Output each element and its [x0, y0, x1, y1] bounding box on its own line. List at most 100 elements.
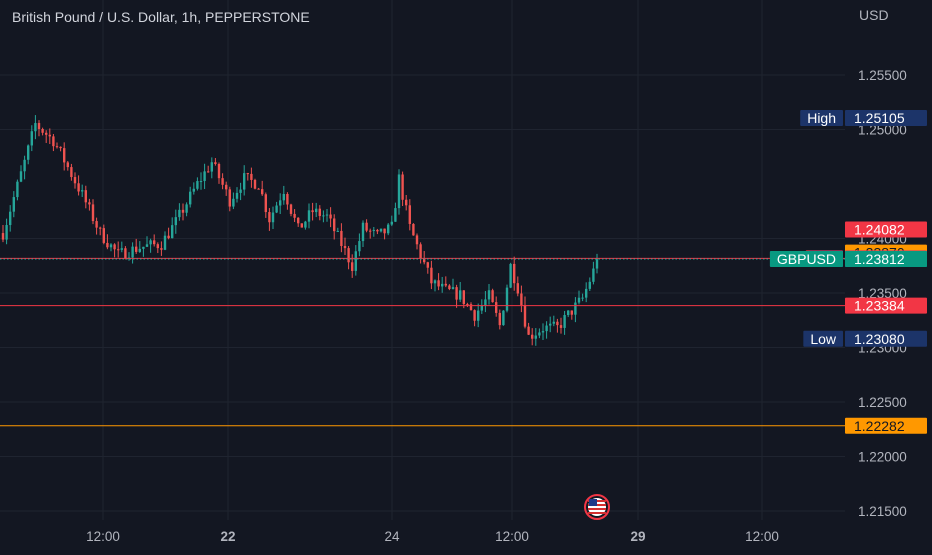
candle-body[interactable] [181, 209, 185, 213]
candle-body[interactable] [383, 228, 386, 234]
candle-body[interactable] [563, 315, 566, 328]
candle-body[interactable] [156, 244, 159, 249]
candle-body[interactable] [228, 189, 231, 207]
candle-body[interactable] [282, 193, 285, 201]
candle-body[interactable] [462, 290, 465, 305]
candle-body[interactable] [426, 262, 429, 268]
candle-body[interactable] [495, 302, 498, 313]
candle-body[interactable] [358, 241, 361, 252]
candle-body[interactable] [149, 240, 152, 245]
candle-body[interactable] [509, 263, 512, 288]
candle-body[interactable] [419, 244, 422, 259]
candle-body[interactable] [505, 287, 509, 311]
candle-body[interactable] [433, 280, 437, 284]
candle-body[interactable] [570, 310, 573, 315]
candle-body[interactable] [232, 198, 235, 207]
candle-body[interactable] [592, 268, 595, 282]
candle-body[interactable] [466, 304, 469, 306]
candle-body[interactable] [196, 181, 199, 189]
candle-body[interactable] [307, 210, 311, 222]
candle-body[interactable] [109, 244, 113, 248]
candle-body[interactable] [214, 162, 217, 164]
candle-body[interactable] [343, 246, 347, 249]
candle-body[interactable] [444, 283, 447, 286]
candle-body[interactable] [264, 194, 267, 213]
candle-body[interactable] [567, 310, 570, 316]
candle-body[interactable] [243, 173, 246, 190]
candle-body[interactable] [502, 310, 505, 326]
candle-body[interactable] [142, 246, 145, 249]
candle-body[interactable] [423, 258, 426, 263]
candle-body[interactable] [217, 163, 221, 179]
candle-body[interactable] [322, 215, 325, 217]
symbol-title[interactable]: British Pound / U.S. Dollar, 1h, PEPPERS… [12, 9, 310, 25]
candle-body[interactable] [376, 229, 379, 232]
candle-body[interactable] [289, 204, 293, 214]
candle-body[interactable] [585, 288, 588, 298]
candle-body[interactable] [577, 297, 581, 303]
candle-body[interactable] [271, 212, 275, 223]
candle-body[interactable] [408, 205, 411, 224]
candle-body[interactable] [559, 325, 563, 328]
candle-body[interactable] [491, 290, 494, 303]
candle-body[interactable] [59, 146, 62, 149]
candle-body[interactable] [351, 262, 354, 271]
candle-body[interactable] [77, 183, 80, 192]
candle-body[interactable] [210, 162, 213, 172]
candle-body[interactable] [261, 189, 264, 195]
candle-body[interactable] [257, 188, 260, 190]
candle-body[interactable] [199, 181, 203, 183]
candle-body[interactable] [541, 331, 545, 333]
candle-body[interactable] [163, 235, 167, 250]
candle-body[interactable] [304, 221, 307, 228]
candle-body[interactable] [91, 204, 95, 222]
candle-body[interactable] [527, 326, 530, 335]
candle-body[interactable] [167, 235, 170, 239]
candle-body[interactable] [268, 212, 271, 223]
candle-body[interactable] [387, 224, 390, 234]
candle-body[interactable] [9, 211, 12, 226]
candle-body[interactable] [520, 293, 523, 306]
candle-body[interactable] [73, 177, 77, 184]
candle-body[interactable] [45, 132, 48, 135]
candle-body[interactable] [178, 209, 181, 218]
candle-body[interactable] [113, 244, 116, 250]
candle-series[interactable] [1, 115, 599, 346]
candle-body[interactable] [253, 179, 257, 189]
candle-body[interactable] [55, 146, 59, 148]
candle-body[interactable] [88, 202, 91, 205]
candle-body[interactable] [455, 287, 458, 300]
candle-body[interactable] [498, 312, 501, 326]
candle-body[interactable] [588, 281, 591, 289]
candle-body[interactable] [34, 123, 37, 132]
candle-body[interactable] [106, 242, 109, 248]
candle-body[interactable] [12, 197, 15, 212]
candle-body[interactable] [95, 221, 98, 228]
candle-body[interactable] [124, 248, 127, 259]
candle-body[interactable] [117, 249, 120, 251]
candle-body[interactable] [300, 223, 303, 228]
candle-body[interactable] [225, 184, 228, 190]
candle-body[interactable] [311, 210, 314, 213]
candle-body[interactable] [459, 290, 462, 300]
candle-body[interactable] [1, 233, 5, 240]
candle-body[interactable] [448, 285, 451, 290]
candle-body[interactable] [102, 228, 105, 243]
candle-body[interactable] [203, 171, 206, 182]
candle-body[interactable] [487, 290, 491, 300]
candle-body[interactable] [30, 131, 33, 146]
candle-body[interactable] [333, 218, 336, 232]
candle-body[interactable] [63, 148, 66, 163]
candle-body[interactable] [145, 244, 149, 247]
candle-body[interactable] [401, 174, 404, 200]
candle-body[interactable] [297, 217, 300, 224]
candle-body[interactable] [451, 287, 455, 290]
candle-body[interactable] [329, 214, 332, 219]
candle-body[interactable] [221, 178, 224, 185]
candle-body[interactable] [275, 205, 278, 213]
candle-body[interactable] [318, 208, 321, 216]
time-axis[interactable]: 12:00 22 24 12:00 29 12:00 [86, 529, 779, 544]
candle-body[interactable] [138, 248, 141, 252]
